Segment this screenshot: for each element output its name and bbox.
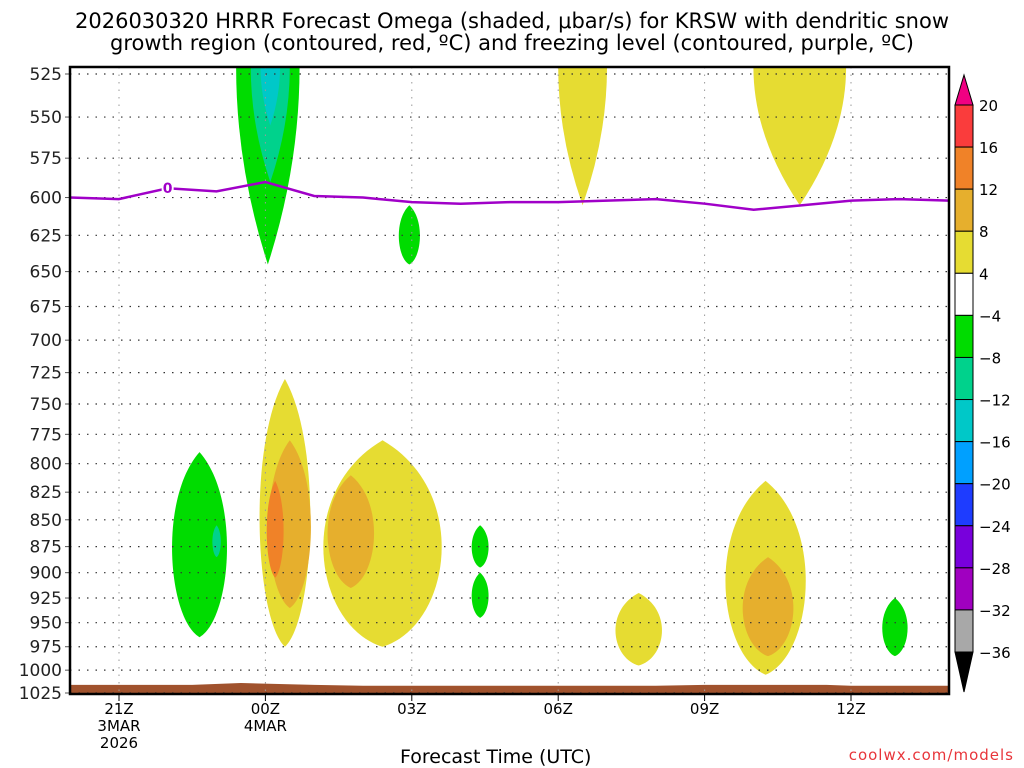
colorbar-swatch <box>954 399 974 443</box>
colorbar-label: −32 <box>979 602 1011 620</box>
y-tick-label: 600 <box>30 189 62 209</box>
colorbar-label: −20 <box>979 476 1011 494</box>
omega-region-upper-descent-10z <box>753 67 847 206</box>
colorbar-bottom-arrow <box>954 651 974 693</box>
colorbar-label: 16 <box>979 139 998 157</box>
plot-frame <box>68 65 951 696</box>
y-tick-label: 925 <box>30 589 62 609</box>
colorbar-swatch <box>954 525 974 569</box>
y-tick-label: 675 <box>30 298 62 318</box>
omega-region-low-descent-02z-inner <box>327 475 375 588</box>
y-tick-label: 1025 <box>19 684 62 704</box>
colorbar-swatch <box>954 356 974 401</box>
x-tick-label: 03Z <box>397 700 426 718</box>
colorbar-label: −36 <box>979 644 1011 662</box>
omega-region-small-ascent-13z <box>882 598 908 657</box>
colorbar-swatch <box>954 104 974 148</box>
y-tick-label: 750 <box>30 395 62 415</box>
chart-title-line-2: growth region (contoured, red, ºC) and f… <box>110 31 914 55</box>
chart-title-line-1: 2026030320 HRRR Forecast Omega (shaded, … <box>75 9 949 33</box>
omega-region-small-ascent-0430z-b <box>471 572 489 618</box>
y-tick-label: 1000 <box>19 661 62 681</box>
omega-region-low-ascent-22z <box>172 452 227 638</box>
y-tick-label: 775 <box>30 425 62 445</box>
colorbar-label: −24 <box>979 518 1011 536</box>
omega-region-low-descent-00z-core <box>266 480 284 578</box>
omega-region-upper-ascent-center <box>260 67 281 126</box>
omega-region-low-descent-10z-inner <box>742 557 794 657</box>
colorbar-swatch <box>954 567 974 611</box>
y-tick-label: 575 <box>30 149 62 169</box>
x-tick-label: 00Z <box>251 700 280 718</box>
y-tick-label: 650 <box>30 263 62 283</box>
freezing-level-line <box>69 180 950 212</box>
x-tick-label: 21Z <box>104 700 133 718</box>
y-tick-label: 725 <box>30 364 62 384</box>
colorbar-swatch <box>954 441 974 485</box>
x-tick-label: 06Z <box>544 700 573 718</box>
colorbar-swatch <box>954 609 974 653</box>
colorbar-label: 8 <box>979 223 989 241</box>
credit-link[interactable]: coolwx.com/models <box>848 746 1014 764</box>
x-tick-label: 2026 <box>100 734 138 752</box>
colorbar-swatch <box>954 146 974 190</box>
colorbar-top-arrow <box>954 73 974 106</box>
y-tick-label: 525 <box>30 65 62 85</box>
colorbar-swatch <box>954 230 974 274</box>
x-tick-label: 12Z <box>836 700 865 718</box>
omega-region-low-descent-0730z <box>615 593 662 666</box>
colorbar-swatch <box>954 188 974 232</box>
y-tick-label: 875 <box>30 538 62 558</box>
x-axis-title: Forecast Time (UTC) <box>400 746 592 768</box>
y-tick-label: 550 <box>30 108 62 128</box>
y-tick-label: 975 <box>30 638 62 658</box>
colorbar-label: 12 <box>979 181 998 199</box>
y-tick-label: 625 <box>30 226 62 246</box>
omega-region-small-ascent-0430z-a <box>471 525 489 568</box>
y-tick-label: 950 <box>30 614 62 634</box>
y-tick-label: 900 <box>30 564 62 584</box>
x-tick-label: 4MAR <box>244 717 287 735</box>
colorbar-label: 4 <box>979 265 989 283</box>
y-tick-label: 825 <box>30 483 62 503</box>
freezing-level-label-bg <box>161 179 174 196</box>
colorbar-label: −16 <box>979 434 1011 452</box>
colorbar-swatch <box>954 483 974 527</box>
omega-region-low-ascent-22z-inner <box>212 525 221 558</box>
colorbar-swatch <box>954 314 974 358</box>
freezing-level-label: 0 <box>163 181 173 197</box>
omega-region-upper-descent-06z <box>558 67 607 206</box>
omega-region-small-ascent-03z <box>398 205 420 265</box>
colorbar-label: −4 <box>979 307 1001 325</box>
colorbar-label: −8 <box>979 349 1001 367</box>
colorbar-swatch <box>954 272 974 316</box>
x-tick-label: 09Z <box>690 700 719 718</box>
x-tick-label: 3MAR <box>97 717 140 735</box>
colorbar-label: −28 <box>979 560 1011 578</box>
colorbar-label: 20 <box>979 97 998 115</box>
colorbar-label: −12 <box>979 392 1011 410</box>
y-tick-label: 700 <box>30 331 62 351</box>
y-tick-label: 800 <box>30 455 62 475</box>
y-tick-label: 850 <box>30 511 62 531</box>
terrain-fill <box>70 683 949 694</box>
